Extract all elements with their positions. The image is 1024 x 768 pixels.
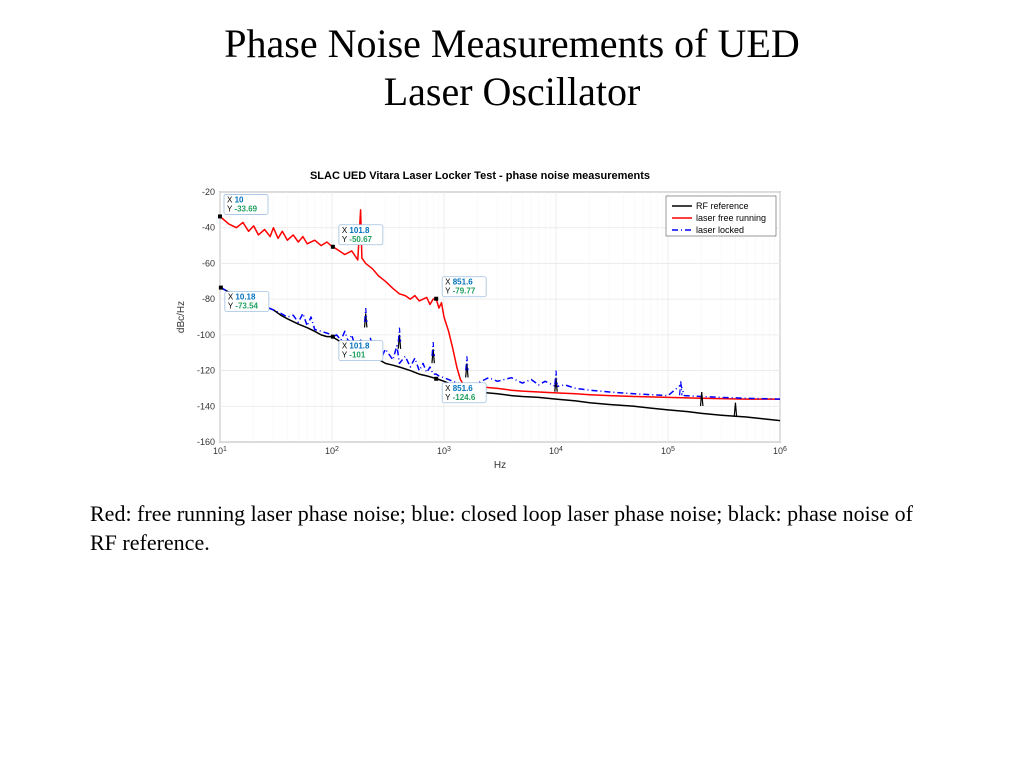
svg-text:-60: -60 [202, 258, 215, 268]
svg-text:Y -79.77: Y -79.77 [445, 287, 476, 296]
svg-text:X 101.8: X 101.8 [342, 342, 370, 351]
svg-text:105: 105 [661, 446, 675, 457]
svg-text:104: 104 [549, 446, 563, 457]
title-line-1: Phase Noise Measurements of UED [224, 21, 799, 66]
svg-text:X 10: X 10 [227, 195, 244, 204]
svg-text:laser free running: laser free running [696, 213, 766, 223]
svg-text:X 101.8: X 101.8 [342, 226, 370, 235]
svg-text:Y -101: Y -101 [342, 351, 366, 360]
svg-text:Y -73.54: Y -73.54 [228, 302, 259, 311]
svg-text:-80: -80 [202, 294, 215, 304]
slide-title: Phase Noise Measurements of UED Laser Os… [0, 0, 1024, 116]
chart-title: SLAC UED Vitara Laser Locker Test - phas… [170, 170, 790, 182]
caption-text: Red: free running laser phase noise; blu… [90, 500, 930, 557]
svg-text:-20: -20 [202, 187, 215, 197]
svg-text:Y -50.67: Y -50.67 [342, 235, 373, 244]
phase-noise-chart: SLAC UED Vitara Laser Locker Test - phas… [170, 170, 790, 470]
svg-text:-160: -160 [197, 437, 215, 447]
svg-text:-40: -40 [202, 223, 215, 233]
svg-text:X 851.6: X 851.6 [445, 278, 473, 287]
svg-text:101: 101 [213, 446, 227, 457]
svg-text:-120: -120 [197, 366, 215, 376]
svg-text:dBc/Hz: dBc/Hz [176, 301, 187, 333]
svg-text:103: 103 [437, 446, 451, 457]
svg-text:Y -33.69: Y -33.69 [227, 204, 258, 213]
svg-text:laser locked: laser locked [696, 225, 744, 235]
chart-svg: 101 102 103 104 105 106 -160 -140 -120 -100 -80 -60… [170, 182, 790, 472]
svg-text:-100: -100 [197, 330, 215, 340]
svg-text:-140: -140 [197, 401, 215, 411]
svg-text:X 10.18: X 10.18 [228, 293, 256, 302]
svg-text:102: 102 [325, 446, 339, 457]
svg-text:Hz: Hz [494, 460, 506, 471]
svg-text:X 851.6: X 851.6 [445, 384, 473, 393]
svg-text:106: 106 [773, 446, 787, 457]
title-line-2: Laser Oscillator [384, 69, 641, 114]
svg-text:Y -124.6: Y -124.6 [445, 393, 476, 402]
svg-text:RF reference: RF reference [696, 201, 749, 211]
